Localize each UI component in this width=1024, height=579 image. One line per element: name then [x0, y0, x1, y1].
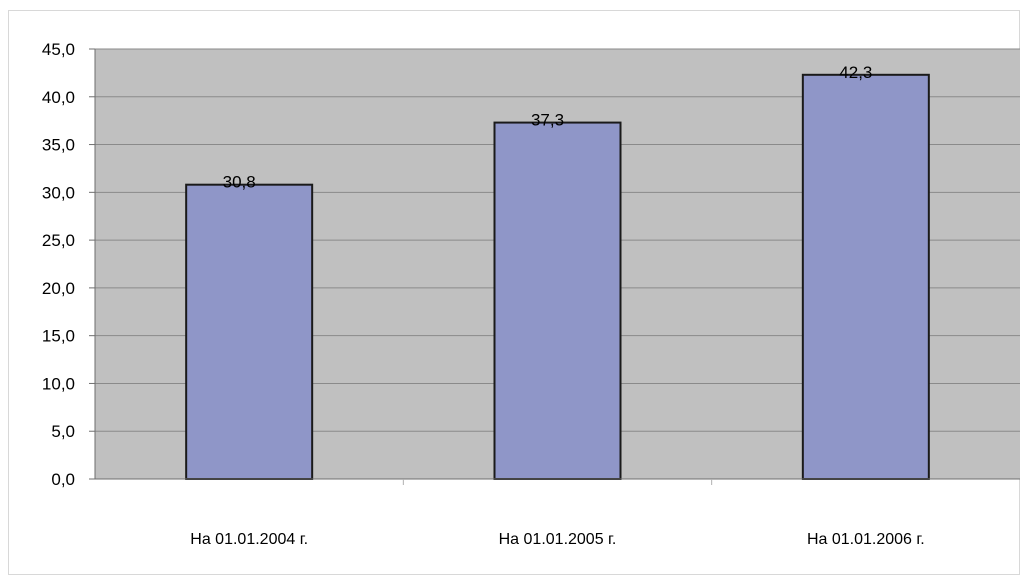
bar [185, 183, 314, 480]
axes [89, 48, 1020, 485]
x-category-label: На 01.01.2004 г. [190, 531, 308, 548]
y-tick-label: 10,0 [42, 374, 75, 393]
y-tick-label: 5,0 [51, 422, 75, 441]
x-category-label: На 01.01.2006 г. [807, 531, 925, 548]
bars [185, 73, 930, 481]
y-tick-label: 20,0 [42, 279, 75, 298]
y-tick-label: 45,0 [42, 40, 75, 59]
y-tick-label: 40,0 [42, 88, 75, 107]
y-tick-label: 25,0 [42, 231, 75, 250]
labels: 0,0 5,0 10,0 15,0 20,0 25,0 30,0 35,0 40,0 45,0 30… [42, 40, 925, 548]
bar [493, 121, 622, 480]
data-label: 37,3 [531, 111, 564, 130]
bar [801, 73, 930, 481]
data-label: 42,3 [839, 63, 872, 82]
data-label: 30,8 [223, 173, 256, 192]
y-tick-label: 15,0 [42, 327, 75, 346]
x-category-label: На 01.01.2005 г. [499, 531, 617, 548]
y-tick-label: 30,0 [42, 183, 75, 202]
y-tick-label: 0,0 [51, 470, 75, 489]
y-tick-label: 35,0 [42, 136, 75, 155]
